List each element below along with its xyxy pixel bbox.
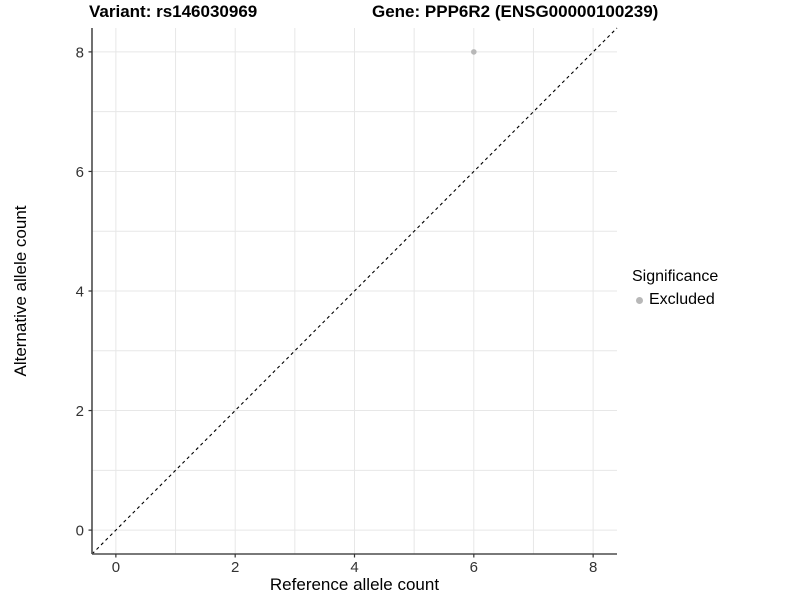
y-tick-label: 0	[76, 523, 84, 540]
x-tick-label: 4	[350, 559, 358, 576]
x-tick-label: 0	[112, 559, 120, 576]
legend-item-excluded: Excluded	[632, 291, 718, 309]
legend-item-label: Excluded	[649, 291, 715, 308]
plot-title-gene: Gene: PPP6R2 (ENSG00000100239)	[372, 2, 659, 21]
legend-point-swatch	[636, 296, 643, 304]
y-tick-label: 8	[76, 44, 84, 61]
x-tick-label: 8	[589, 559, 597, 576]
x-tick-label: 2	[231, 559, 239, 576]
y-tick-label: 4	[76, 284, 84, 301]
legend-title: Significance	[632, 268, 719, 285]
y-tick-label: 6	[76, 164, 84, 181]
legend: Significance Excluded	[632, 266, 718, 309]
data-point	[471, 49, 477, 55]
y-tick-label: 2	[76, 403, 84, 420]
x-tick-label: 6	[470, 559, 478, 576]
identity-line	[91, 27, 618, 555]
plot-title-variant: Variant: rs146030969	[89, 2, 258, 21]
x-axis-label: Reference allele count	[269, 575, 440, 594]
y-axis-label: Alternative allele count	[11, 205, 30, 377]
